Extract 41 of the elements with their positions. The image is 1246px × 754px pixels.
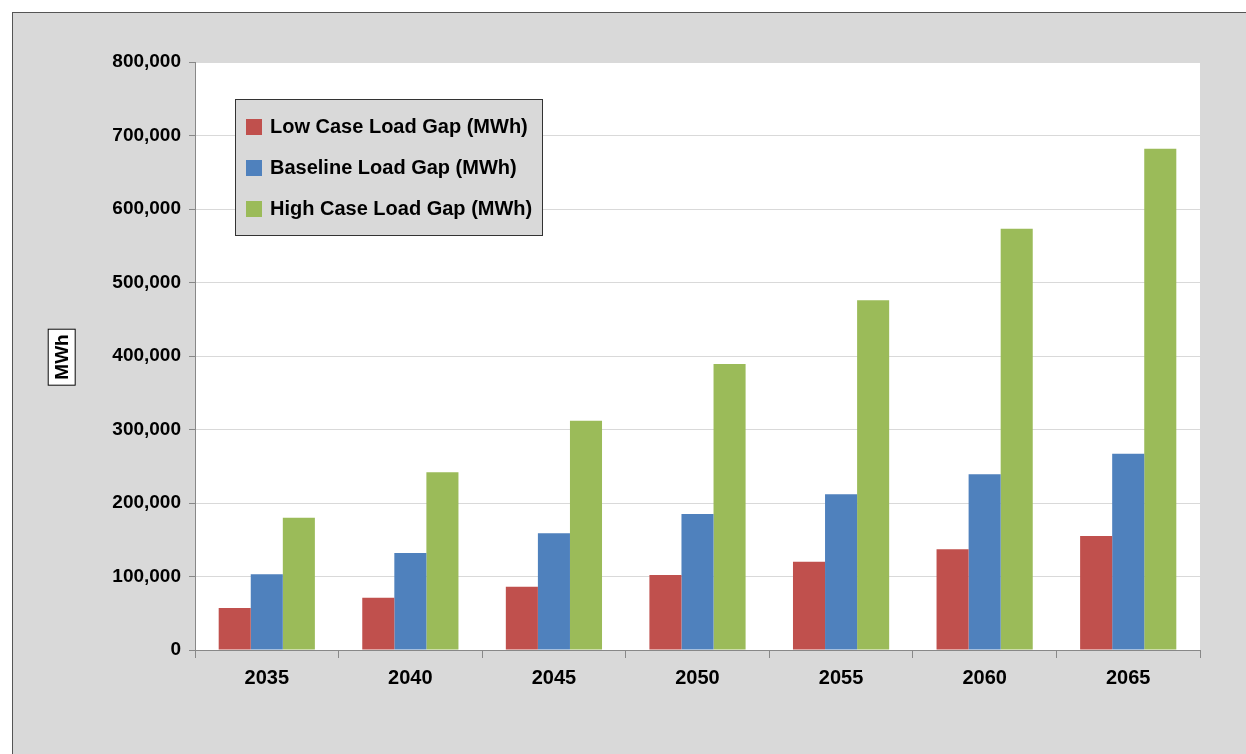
y-tick-label: 200,000 (112, 491, 181, 513)
bar (426, 472, 459, 650)
bar (681, 514, 714, 650)
legend-label: Low Case Load Gap (MWh) (270, 115, 528, 138)
bar (218, 608, 251, 650)
x-tick-label: 2040 (388, 665, 433, 688)
bar (857, 300, 890, 650)
bar (1112, 453, 1145, 650)
bar (569, 420, 603, 650)
x-tick-label: 2060 (962, 665, 1007, 688)
bar (649, 575, 682, 650)
bar (1000, 228, 1033, 650)
bar (825, 494, 858, 650)
y-tick-label: 700,000 (112, 123, 181, 145)
x-tick-label: 2050 (675, 665, 720, 688)
bar (250, 574, 283, 650)
y-tick-label: 300,000 (112, 417, 181, 439)
bar (792, 561, 826, 650)
bar (1080, 536, 1113, 650)
x-tick-label: 2065 (1105, 665, 1151, 688)
bar (1144, 148, 1177, 650)
bar (505, 586, 538, 650)
legend-label: High Case Load Gap (MWh) (270, 197, 533, 220)
x-tick-label: 2035 (244, 665, 290, 688)
y-tick-label: 600,000 (112, 197, 181, 219)
y-tick-label: 500,000 (112, 270, 181, 292)
y-tick-label: 400,000 (112, 344, 181, 366)
bar (968, 474, 1001, 650)
bar (936, 549, 969, 650)
bar (537, 533, 570, 650)
x-tick-label: 2055 (818, 665, 864, 688)
bar (362, 597, 395, 650)
y-tick-label: 800,000 (112, 50, 181, 72)
legend-label: Baseline Load Gap (MWh) (270, 156, 517, 179)
y-tick-label: 100,000 (112, 564, 181, 586)
y-tick-label: 0 (170, 638, 181, 660)
y-axis-title: MWh (47, 328, 76, 386)
bar (713, 364, 746, 650)
bar (394, 552, 427, 650)
bar (282, 517, 315, 650)
x-tick-label: 2045 (531, 665, 577, 688)
